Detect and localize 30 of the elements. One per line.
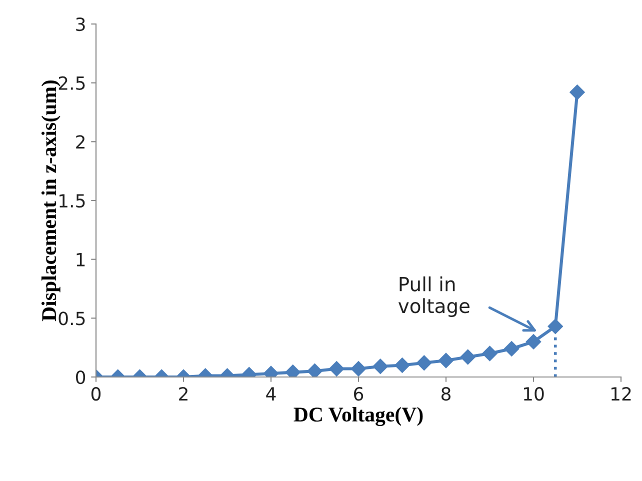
y-tick-label: 2.5 [58,76,85,90]
y-tick-label: 0 [76,370,86,384]
y-tick-label: 1 [76,253,85,266]
y-axis-title: Displacement in z-axis(um) [41,80,60,322]
x-tick-label: 0 [91,387,101,401]
point [350,361,366,376]
point [307,364,322,377]
y-tick-label: 3 [76,17,85,32]
point [394,358,410,373]
x-tick-label: 8 [441,387,451,401]
point [526,334,542,350]
point [329,361,344,376]
x-tick-label: 4 [266,387,276,400]
point [438,352,454,368]
point [372,358,388,374]
annotation: Pull in voltage [398,276,470,317]
x-axis-title: DC Voltage(V) [294,406,423,426]
y-tick-label: 0.5 [58,312,85,326]
x-tick-label: 6 [354,387,364,401]
point [570,84,585,100]
point [482,346,498,362]
point [416,355,432,370]
point [460,349,476,365]
y-tick-label: 1.5 [60,194,85,208]
x-tick-label: 10 [524,387,544,401]
point [548,318,563,334]
x-tick-label: 12 [611,387,631,400]
point [504,341,520,356]
y-tick-label: 2 [76,135,84,149]
x-tick-label: 2 [179,387,188,400]
